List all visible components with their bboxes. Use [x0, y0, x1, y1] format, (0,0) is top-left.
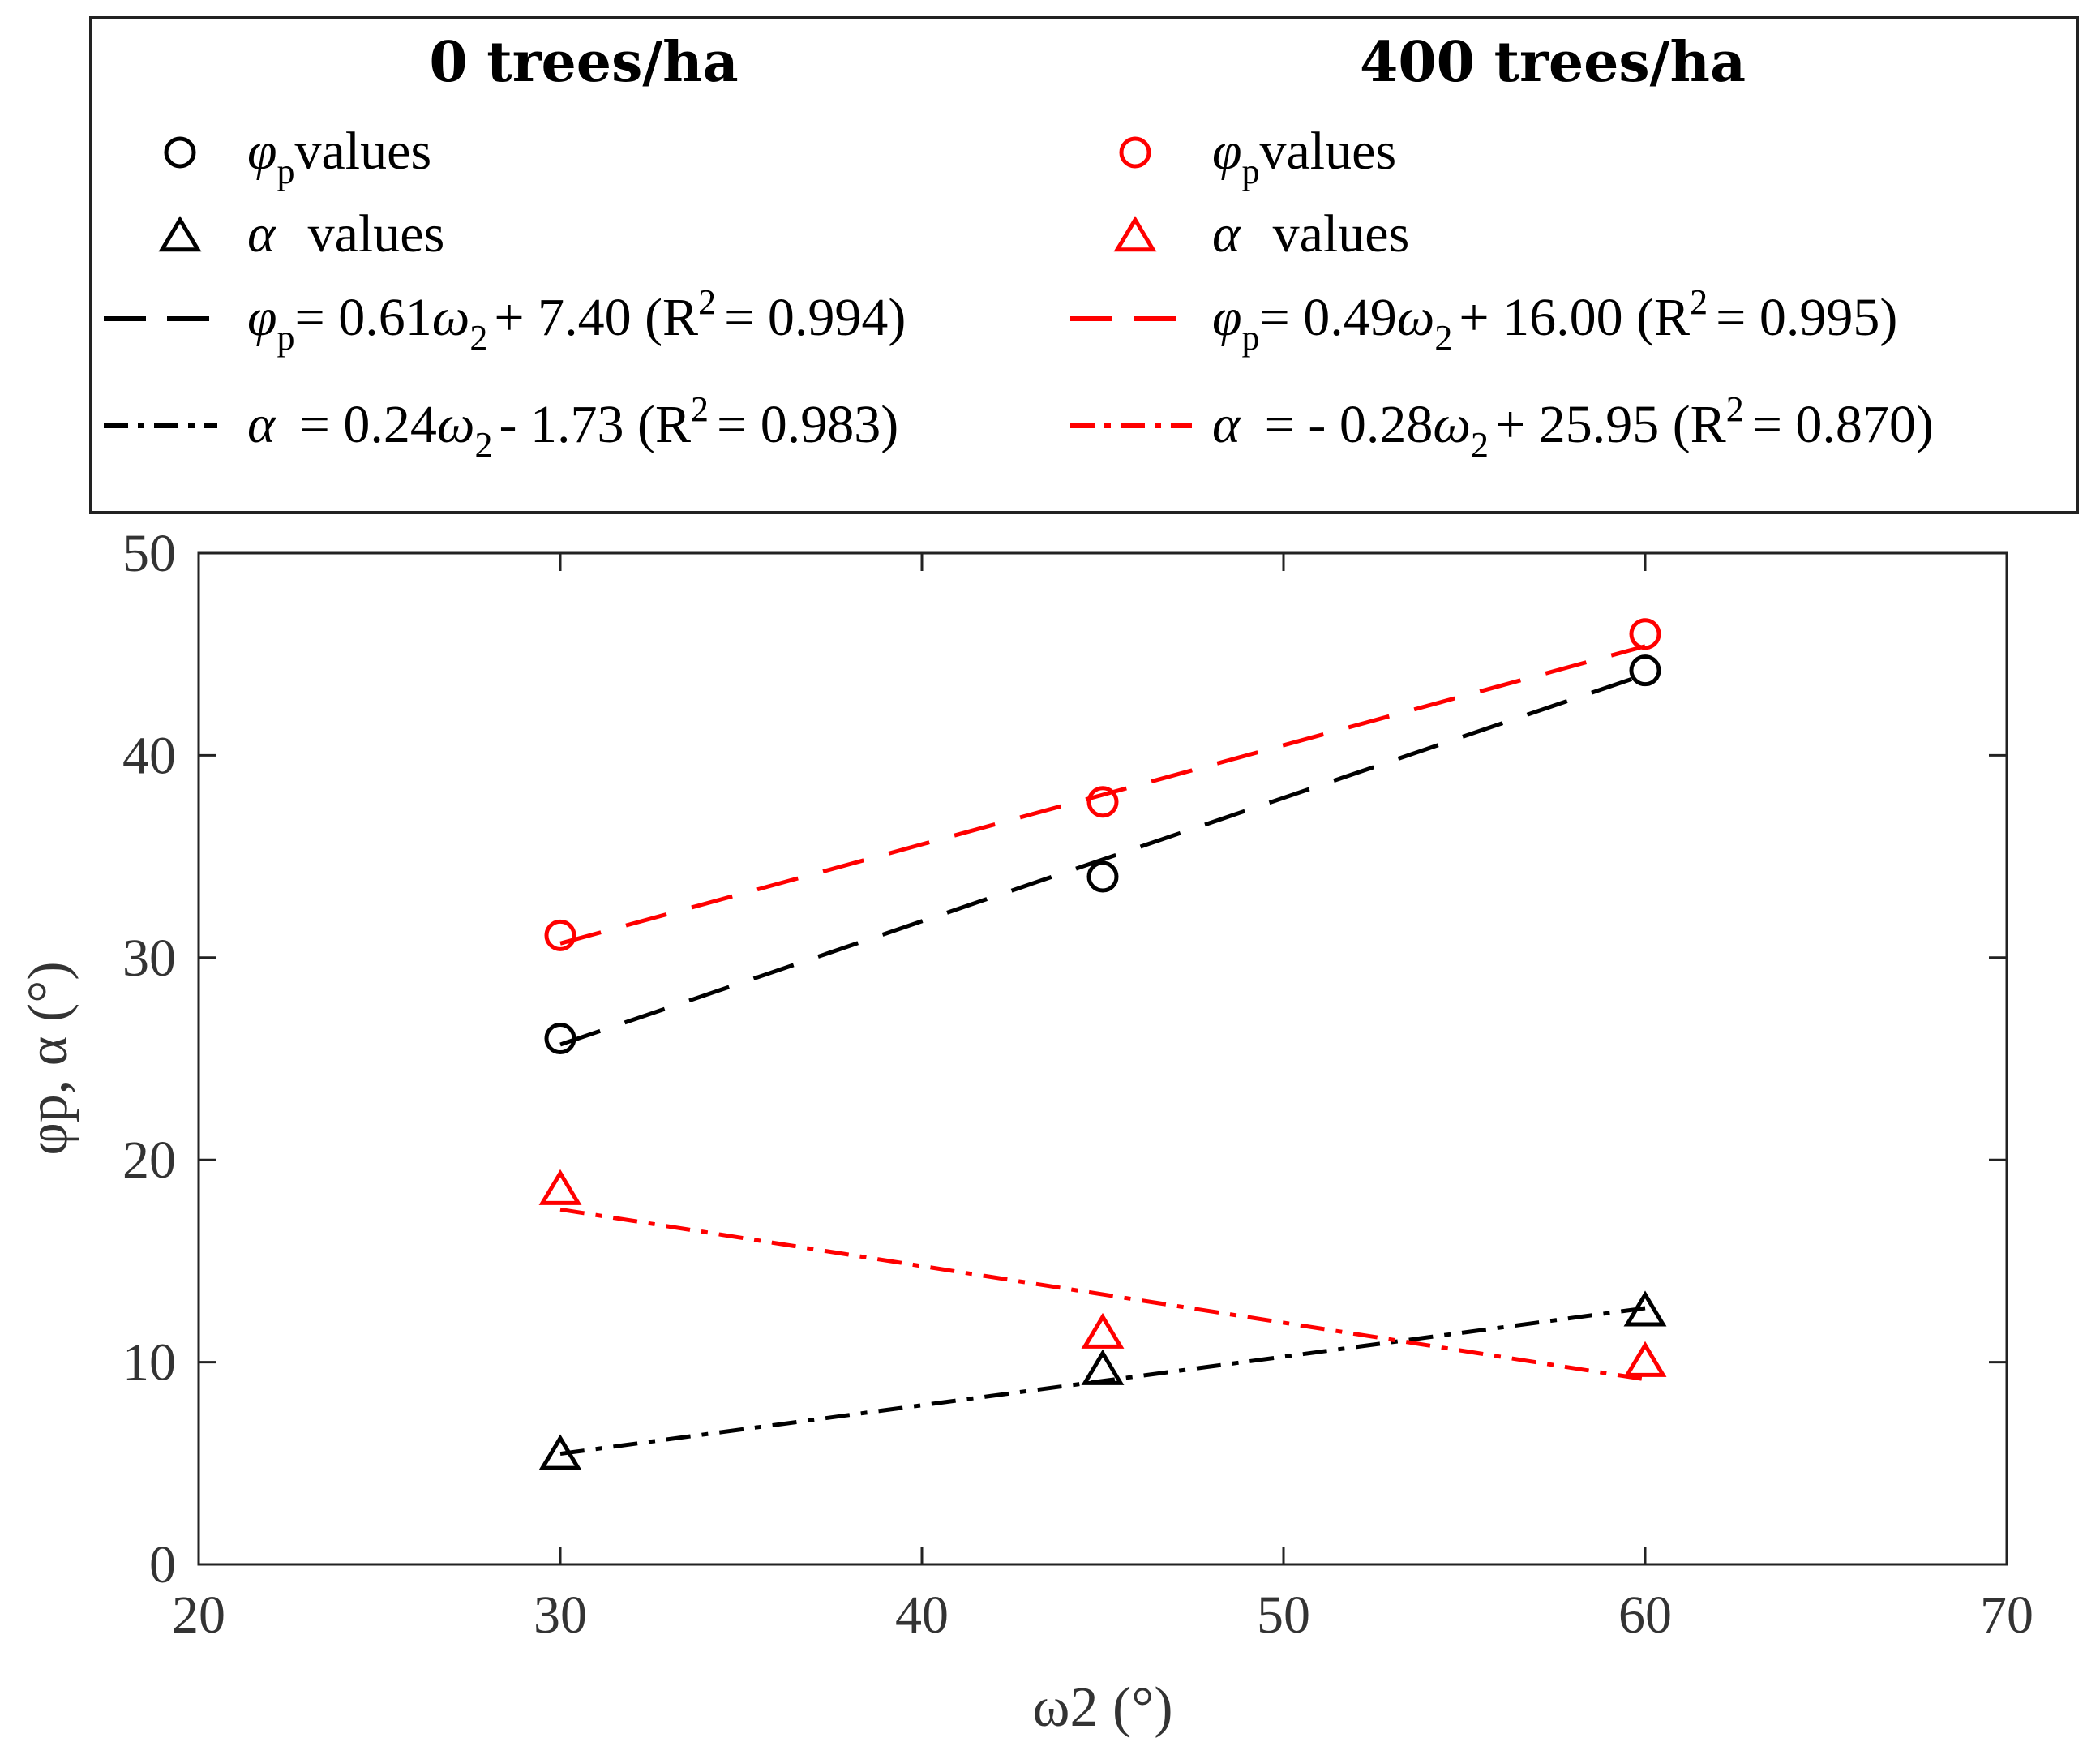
- marker-circle-s0: [1629, 654, 1661, 687]
- marker-triangle-s3: [1081, 1312, 1125, 1349]
- legend-label: φp= 0.49ω2 + 16.00 (R2 = 0.995): [1212, 282, 1897, 358]
- marker-triangle-s1: [538, 1434, 582, 1470]
- y-tick-label: 10: [122, 1333, 176, 1392]
- y-axis-label: φp, α (°): [17, 961, 79, 1155]
- marker-circle-s0: [544, 1023, 576, 1055]
- legend-entry-alpha400: α values: [1113, 204, 1409, 264]
- y-tick-label: 50: [122, 524, 176, 583]
- fit-line-1: [559, 1306, 1646, 1457]
- marker-circle-s2: [544, 919, 576, 951]
- legend-label: φpvalues: [247, 122, 431, 191]
- y-tick-label: 20: [122, 1131, 176, 1190]
- legend-entry-alpha0: α values: [158, 204, 444, 264]
- x-tick-label: 50: [1257, 1586, 1310, 1645]
- y-axis-title: φp, α (°): [17, 961, 79, 1155]
- marker-triangle-s3: [538, 1169, 582, 1205]
- x-tick-label: 40: [895, 1586, 949, 1645]
- plot-area: 20 30 40 50 60 70 0 10 20 30 40 50: [122, 524, 2034, 1645]
- data-markers: [538, 618, 1667, 1470]
- legend-entry-phifit400: φp= 0.49ω2 + 16.00 (R2 = 0.995): [1070, 282, 1897, 358]
- y-tick-label: 40: [122, 726, 176, 785]
- legend-circle-sample: [1119, 136, 1151, 169]
- fit-lines: [559, 644, 1646, 1457]
- legend-label: α values: [1212, 204, 1409, 264]
- marker-triangle-s1: [1623, 1290, 1667, 1327]
- legend-triangle-sample: [158, 216, 202, 252]
- legend: 0 trees/ha 400 trees/ha φpvalues α values φ…: [89, 16, 2079, 514]
- legend-entry-alphafit400: α = - 0.28ω2 + 25.95 (R2 = 0.870): [1070, 389, 1934, 465]
- legend-circle-sample: [164, 136, 196, 169]
- legend-box: [89, 16, 2079, 514]
- marker-triangle-s3: [1623, 1341, 1667, 1377]
- legend-label: α values: [247, 204, 444, 264]
- x-tick-label: 20: [172, 1586, 225, 1645]
- legend-entry-phi0: φpvalues: [164, 122, 431, 191]
- x-tick-label: 60: [1618, 1586, 1672, 1645]
- legend-entry-phifit0: φp= 0.61ω2 + 7.40 (R2 = 0.994): [104, 282, 906, 358]
- fit-line-3: [559, 1207, 1646, 1382]
- legend-title-0-trees: 0 trees/ha: [429, 30, 738, 95]
- x-tick-label: 30: [534, 1586, 587, 1645]
- legend-label: φpvalues: [1212, 122, 1396, 191]
- legend-entry-alphafit0: α = 0.24ω2- 1.73 (R2 = 0.983): [104, 389, 898, 465]
- x-axis-title: ω2 (°): [1032, 1676, 1172, 1739]
- marker-circle-s0: [1086, 860, 1119, 893]
- legend-label: φp= 0.61ω2 + 7.40 (R2 = 0.994): [247, 282, 906, 358]
- y-tick-label: 30: [122, 929, 176, 988]
- y-tick-label: 0: [149, 1535, 176, 1594]
- marker-circle-s2: [1629, 618, 1661, 650]
- plot-frame: [197, 551, 2008, 1566]
- axis-ticks: 20 30 40 50 60 70 0 10 20 30 40 50: [122, 524, 2034, 1645]
- legend-label: α = 0.24ω2- 1.73 (R2 = 0.983): [247, 389, 898, 465]
- fit-line-2: [559, 644, 1646, 946]
- legend-entry-phi400: φpvalues: [1119, 122, 1396, 191]
- legend-triangle-sample: [1113, 216, 1157, 252]
- fit-line-0: [559, 672, 1646, 1047]
- x-tick-label: 70: [1980, 1586, 2034, 1645]
- legend-label: α = - 0.28ω2 + 25.95 (R2 = 0.870): [1212, 389, 1934, 465]
- legend-title-400-trees: 400 trees/ha: [1360, 30, 1746, 95]
- marker-triangle-s1: [1081, 1349, 1125, 1385]
- marker-circle-s2: [1086, 786, 1119, 818]
- x-axis-label: ω2 (°): [1032, 1676, 1172, 1739]
